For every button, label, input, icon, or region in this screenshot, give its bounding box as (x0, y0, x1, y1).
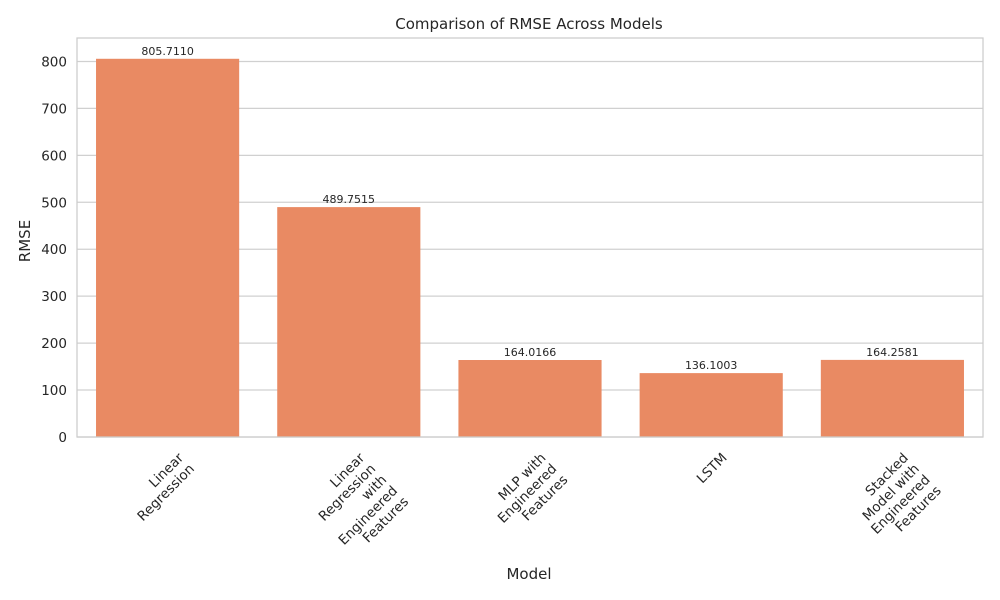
y-tick-label: 700 (41, 101, 67, 117)
y-tick-label: 600 (41, 148, 67, 164)
plot-frame (76, 37, 984, 438)
y-tick-label: 200 (41, 336, 67, 352)
y-axis-label: RMSE (16, 220, 34, 262)
x-tick-label: LSTM (694, 450, 731, 487)
bars (96, 58, 964, 438)
data-label: 489.7515 (323, 193, 376, 206)
bar (458, 360, 602, 437)
bar (820, 359, 964, 437)
y-tick-label: 400 (41, 242, 67, 258)
data-label: 164.0166 (504, 346, 557, 359)
data-labels: 805.7110 489.7515 164.0166 136.1003 164.2581 (141, 45, 918, 372)
y-tick-label: 100 (41, 383, 67, 399)
bar (277, 207, 421, 437)
chart-title: Comparison of RMSE Across Models (395, 15, 663, 33)
x-axis-label: Model (506, 565, 551, 583)
y-tick-label: 0 (58, 430, 67, 446)
y-tick-labels: 0 100 200 300 400 500 600 700 800 (41, 54, 67, 446)
x-tick-label-line: LSTM (694, 450, 731, 487)
y-tick-label: 500 (41, 195, 67, 211)
bar (639, 373, 783, 437)
y-tick-label: 300 (41, 289, 67, 305)
data-label: 136.1003 (685, 359, 738, 372)
data-label: 164.2581 (866, 346, 919, 359)
y-tick-label: 800 (41, 54, 67, 70)
bar (96, 58, 240, 438)
data-label: 805.7110 (141, 45, 194, 58)
